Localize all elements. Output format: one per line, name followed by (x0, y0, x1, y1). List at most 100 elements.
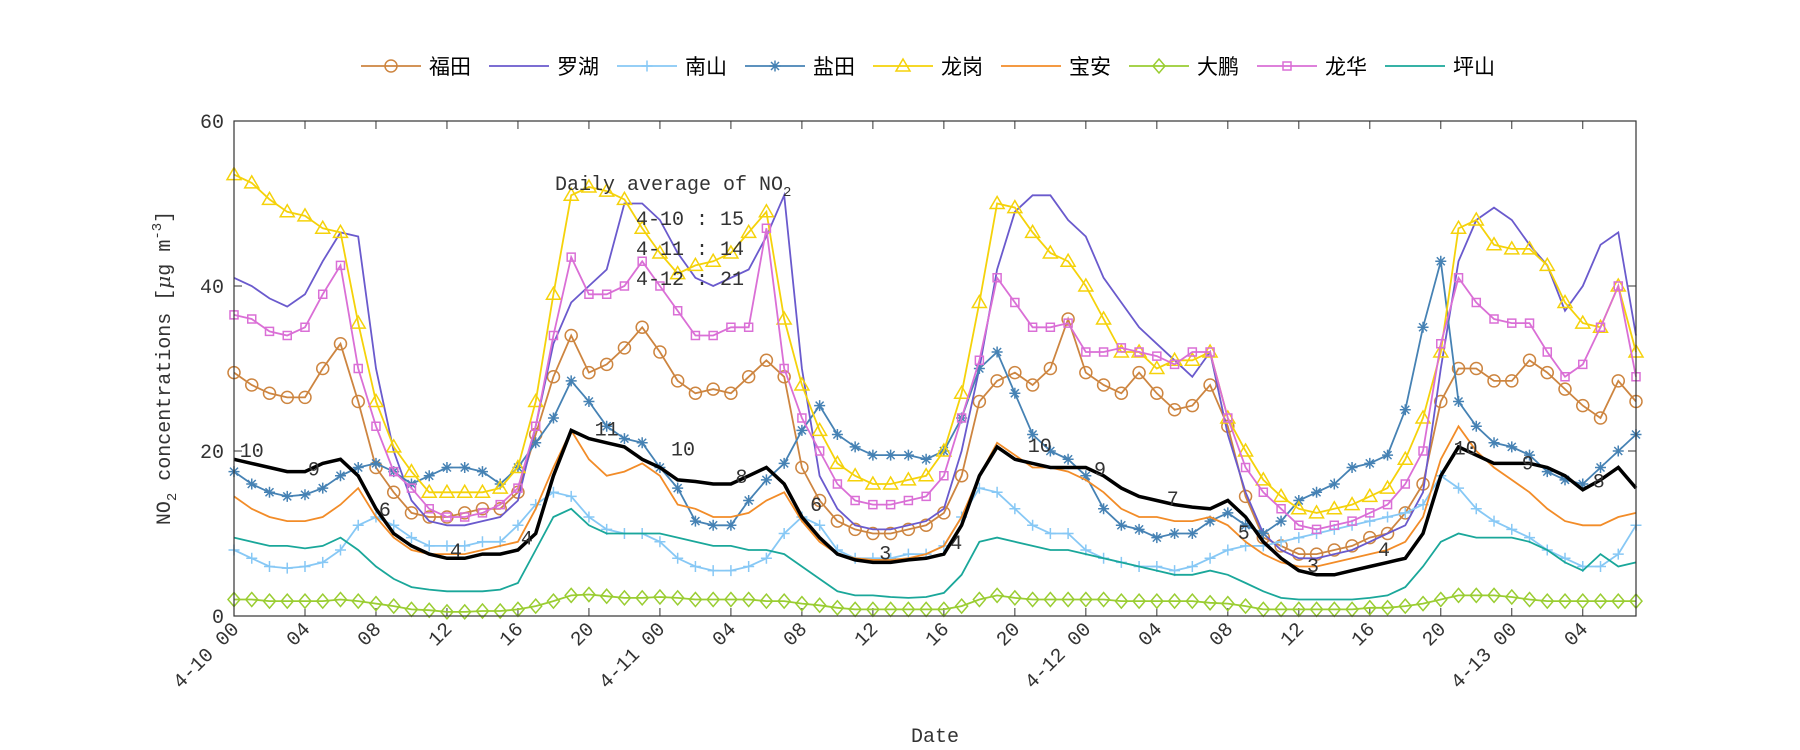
marker (633, 219, 651, 234)
marker (456, 483, 474, 498)
marker (546, 370, 561, 384)
marker (1294, 520, 1304, 530)
marker (512, 519, 524, 531)
marker (1487, 374, 1501, 388)
point-label: 3 (1307, 556, 1319, 579)
average-line (233, 428, 1638, 577)
marker (530, 421, 541, 431)
marker (1593, 411, 1608, 425)
marker (1275, 536, 1287, 548)
marker (1152, 57, 1166, 75)
point-label: 4 (1378, 540, 1390, 563)
marker (243, 174, 261, 189)
daily-average-title-sub: 2 (783, 185, 791, 201)
marker (848, 522, 862, 537)
marker (1540, 592, 1555, 610)
marker (1613, 281, 1624, 291)
marker (335, 260, 346, 271)
point-label: 9 (1094, 459, 1106, 482)
marker (1010, 297, 1020, 308)
series (229, 223, 1641, 535)
x-tick-label: 20 (993, 619, 1026, 652)
marker (617, 341, 632, 355)
marker (352, 462, 364, 473)
marker (438, 483, 456, 498)
marker (1380, 526, 1395, 541)
marker (246, 314, 257, 324)
marker (282, 330, 292, 341)
marker (244, 378, 259, 392)
marker (314, 219, 332, 234)
point-label: 10 (1454, 439, 1478, 462)
marker (459, 462, 471, 473)
marker (1308, 504, 1325, 519)
marker (1380, 599, 1395, 616)
marker (954, 469, 969, 483)
marker (1578, 359, 1588, 370)
marker (565, 375, 577, 387)
marker (1507, 318, 1517, 328)
marker (509, 459, 527, 474)
legend-label: 南山 (685, 55, 727, 79)
point-label: 4 (450, 541, 462, 564)
marker (386, 597, 401, 615)
marker (1061, 312, 1075, 326)
y-tick-label: 60 (200, 112, 224, 135)
marker (866, 526, 880, 541)
point-label: 6 (810, 495, 822, 518)
marker (850, 495, 860, 506)
marker (814, 446, 825, 456)
marker (1399, 404, 1411, 416)
marker (1414, 409, 1432, 424)
marker (1506, 441, 1518, 453)
y-axis-label: NO2 concentrations [μg m-3] (150, 211, 181, 525)
series-line (233, 507, 1637, 601)
marker (616, 190, 633, 206)
marker (385, 438, 403, 453)
marker (759, 592, 774, 610)
marker (988, 195, 1006, 210)
x-tick-label: 12 (1277, 619, 1310, 652)
y-label-part: ] (154, 211, 177, 223)
legend-item: 福田 (361, 55, 471, 79)
marker (420, 483, 438, 498)
marker (1436, 339, 1446, 349)
marker (246, 552, 258, 564)
marker (244, 591, 259, 608)
marker (1205, 347, 1215, 357)
marker (565, 490, 577, 502)
daily-average-title-text: Daily average of NO (555, 174, 783, 197)
marker (722, 244, 740, 259)
x-tick-label: 4-13 00 (1447, 619, 1523, 695)
marker (1063, 318, 1073, 328)
marker (1044, 528, 1056, 539)
series (227, 586, 1643, 621)
marker (564, 328, 578, 343)
marker (655, 281, 665, 291)
marker (495, 499, 505, 510)
marker (442, 512, 452, 522)
marker (1558, 382, 1572, 396)
legend-item: 大鹏 (1129, 55, 1239, 79)
marker (902, 449, 914, 461)
marker (1524, 449, 1536, 461)
marker (990, 587, 1005, 604)
legend-label: 罗湖 (557, 55, 599, 79)
marker (1024, 223, 1041, 239)
marker (315, 592, 330, 610)
y-label-sub: 2 (165, 493, 181, 501)
marker (527, 393, 545, 408)
marker (1365, 508, 1375, 518)
y-label-sup: -3 (150, 223, 166, 240)
point-label: 9 (1522, 454, 1534, 477)
marker (1027, 519, 1039, 531)
marker (1612, 445, 1624, 457)
x-tick-label: 4-12 00 (1021, 619, 1097, 695)
marker (384, 59, 398, 73)
marker (901, 522, 916, 537)
marker (1186, 561, 1198, 572)
marker (263, 486, 275, 498)
marker (581, 586, 596, 603)
y-tick-label: 0 (212, 607, 224, 630)
marker (1328, 478, 1340, 490)
